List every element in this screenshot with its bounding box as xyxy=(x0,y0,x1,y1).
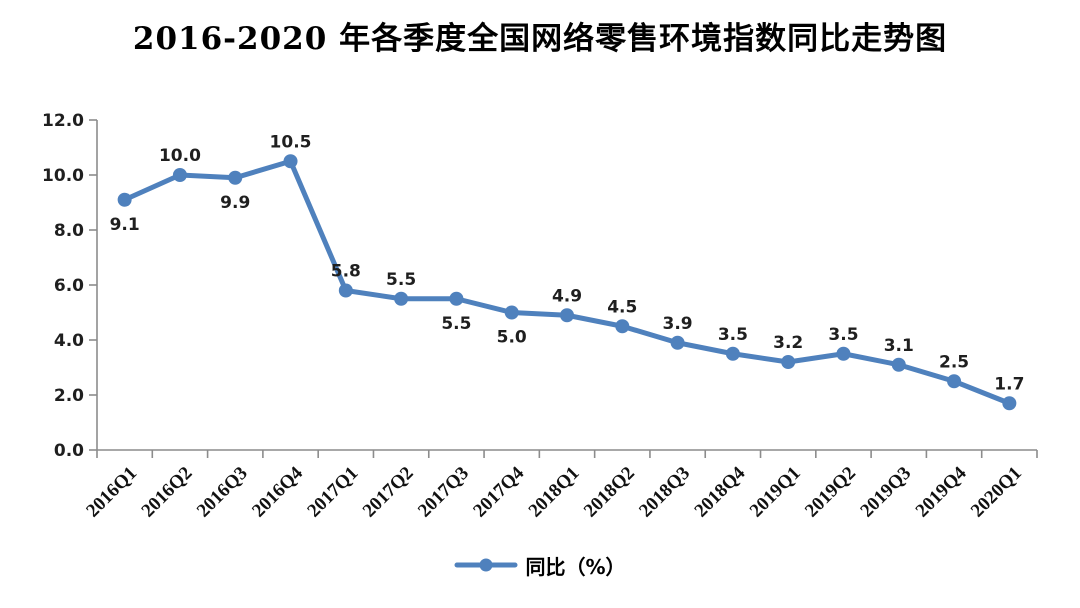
svg-text:2.5: 2.5 xyxy=(939,352,969,372)
svg-text:2018Q3: 2018Q3 xyxy=(635,463,694,522)
svg-text:10.0: 10.0 xyxy=(42,166,84,186)
svg-text:2018Q2: 2018Q2 xyxy=(580,463,639,522)
svg-text:2017Q3: 2017Q3 xyxy=(414,463,473,522)
svg-text:2016Q4: 2016Q4 xyxy=(248,462,307,521)
svg-text:3.1: 3.1 xyxy=(884,336,914,356)
svg-text:9.9: 9.9 xyxy=(220,193,250,213)
svg-text:3.5: 3.5 xyxy=(718,325,748,345)
svg-text:2016Q2: 2016Q2 xyxy=(138,463,197,522)
svg-text:6.0: 6.0 xyxy=(54,276,84,296)
svg-text:2019Q2: 2019Q2 xyxy=(801,463,860,522)
svg-text:3.2: 3.2 xyxy=(773,333,803,353)
svg-text:8.0: 8.0 xyxy=(54,221,84,241)
svg-text:4.9: 4.9 xyxy=(552,286,582,306)
svg-text:9.1: 9.1 xyxy=(110,215,140,235)
svg-text:5.0: 5.0 xyxy=(497,328,527,348)
legend-label: 同比（%） xyxy=(525,554,626,579)
line-chart-plot: 0.02.04.06.08.010.012.02016Q12016Q22016Q… xyxy=(42,111,1038,522)
legend-marker-dot xyxy=(479,558,493,572)
svg-text:0.0: 0.0 xyxy=(54,441,84,461)
svg-text:2017Q1: 2017Q1 xyxy=(303,463,362,522)
svg-text:2020Q1: 2020Q1 xyxy=(967,463,1026,522)
svg-text:2019Q4: 2019Q4 xyxy=(912,462,971,521)
svg-text:5.5: 5.5 xyxy=(441,314,471,334)
svg-text:10.5: 10.5 xyxy=(270,132,312,152)
svg-text:5.5: 5.5 xyxy=(386,270,416,290)
legend-line-marker-icon xyxy=(454,558,518,572)
svg-text:3.9: 3.9 xyxy=(663,314,693,334)
svg-text:2017Q4: 2017Q4 xyxy=(469,462,528,521)
svg-text:2016Q1: 2016Q1 xyxy=(82,463,141,522)
svg-text:1.7: 1.7 xyxy=(994,374,1024,394)
svg-text:10.0: 10.0 xyxy=(159,146,201,166)
chart-title: 2016-2020 年各季度全国网络零售环境指数同比走势图 xyxy=(132,21,948,57)
svg-text:4.0: 4.0 xyxy=(54,331,84,351)
svg-text:2018Q1: 2018Q1 xyxy=(525,463,584,522)
svg-text:5.8: 5.8 xyxy=(331,262,361,282)
svg-text:2016Q3: 2016Q3 xyxy=(193,463,252,522)
svg-text:3.5: 3.5 xyxy=(828,325,858,345)
svg-text:2.0: 2.0 xyxy=(54,386,84,406)
svg-text:2017Q2: 2017Q2 xyxy=(359,463,418,522)
legend: 同比（%） xyxy=(0,550,1080,580)
svg-text:2018Q4: 2018Q4 xyxy=(691,462,750,521)
svg-text:12.0: 12.0 xyxy=(42,111,84,131)
svg-text:2019Q3: 2019Q3 xyxy=(856,463,915,522)
svg-text:4.5: 4.5 xyxy=(607,297,637,317)
svg-text:2019Q1: 2019Q1 xyxy=(746,463,805,522)
